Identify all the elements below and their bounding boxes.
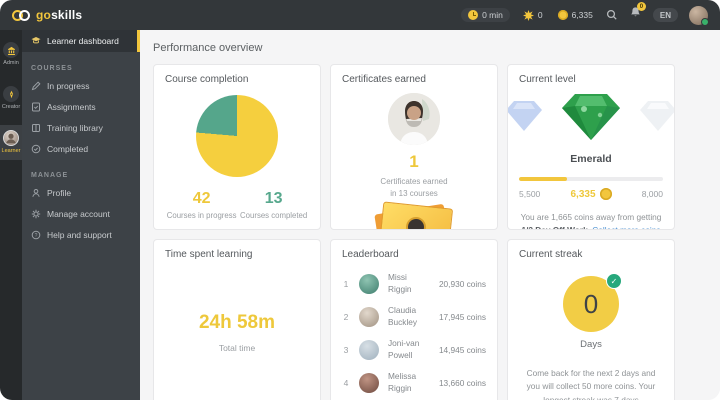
svg-text:?: ? [35,232,38,238]
level-current-coins: 6,335 [570,188,612,200]
daily-star-chip[interactable]: 0 [521,8,545,23]
graduation-cap-icon [31,37,41,44]
infinity-logo-icon [12,9,30,21]
coin-icon [599,188,612,200]
card-certificates-earned: Certificates earned 1 Certificates earne… [330,64,498,230]
card-current-level: Current level Emerald [507,64,675,230]
level-progress-labels: 5,500 6,335 8,000 [519,188,663,200]
sidebar-item-learner-dashboard[interactable]: Learner dashboard [22,30,140,52]
language-selector[interactable]: EN [652,8,678,22]
streak-days-label: Days [580,339,602,350]
level-name: Emerald [570,153,612,165]
leaderboard-row[interactable]: 3 Joni-van Powell 14,945 coins [343,337,486,360]
dashboard-grid: Course completion 42 Courses in progress… [153,64,720,400]
time-today-chip[interactable]: 0 min [461,8,510,22]
card-title: Current streak [519,249,583,260]
sidebar-item-training-library[interactable]: Training library [22,117,140,138]
sidebar-item-in-progress[interactable]: In progress [22,75,140,96]
collect-more-coins-link[interactable]: Collect more coins [592,224,661,230]
streak-check-icon: ✓ [606,273,622,289]
leaderboard-row[interactable]: 2 Claudia Buckley 17,945 coins [343,304,486,327]
certificates-content: 1 Certificates earned in 13 courses [342,85,486,200]
sidebar-item-completed[interactable]: Completed [22,138,140,159]
card-leaderboard: Leaderboard 1 Missi Riggin 20,930 coins … [330,239,498,400]
streak-days-count: 0 [583,288,599,319]
notifications-button[interactable]: 0 [629,2,646,24]
card-title: Certificates earned [342,74,426,85]
card-title: Course completion [165,74,249,85]
level-gems [508,89,674,148]
instructor-avatar [388,93,440,145]
leaderboard-row[interactable]: 1 Missi Riggin 20,930 coins [343,271,486,294]
leaderboard-rows: 1 Missi Riggin 20,930 coins 2 Claudia Bu… [342,267,486,399]
admin-icon [3,42,19,58]
learner-avatar-icon [3,130,19,146]
page-title: Performance overview [153,42,263,54]
rail-item-admin[interactable]: Admin [0,37,22,72]
sidebar-item-help-support[interactable]: ? Help and support [22,224,140,245]
check-circle-icon [31,144,41,153]
certificates-count: 1 [409,152,419,171]
card-time-spent: Time spent learning 24h 58m Total time [153,239,321,400]
streak-content: 0 ✓ Days Come back for the next 2 days a… [519,260,663,400]
gear-icon [31,209,41,218]
rail-item-learner[interactable]: Learner [0,125,22,160]
clipboard-check-icon [32,102,40,111]
card-course-completion: Course completion 42 Courses in progress… [153,64,321,230]
streak-message: Come back for the next 2 days and you wi… [526,368,656,400]
help-icon: ? [31,230,41,239]
stat-in-progress: 42 Courses in progress [166,190,237,220]
sidebar-item-assignments[interactable]: Assignments [22,96,140,117]
diamond-gem-icon [638,99,674,138]
notification-badge: 0 [636,2,646,11]
sidebar-item-manage-account[interactable]: Manage account [22,203,140,224]
level-progress-fill [519,177,568,181]
level-message: You are 1,665 coins away from getting 1/… [519,211,663,230]
coins-balance-chip[interactable]: 6,335 [556,8,595,22]
card-title: Current level [519,74,576,85]
sidebar: Learner dashboard COURSES In progress As… [22,30,140,400]
emerald-gem-icon [560,91,622,148]
creator-icon [3,86,19,102]
coin-icon [557,10,568,20]
sidebar-section-manage: MANAGE [31,172,69,179]
library-icon [32,123,40,132]
total-time-value: 24h 58m [198,312,276,333]
rail-item-creator[interactable]: Creator [0,81,22,116]
card-current-streak: Current streak 0 ✓ Days Come back for th… [507,239,675,400]
brand-text: goskills [36,8,83,22]
certificates-illustration [371,199,457,229]
leaderboard-avatar [359,273,379,294]
pencil-icon [31,80,41,90]
person-icon [32,188,40,197]
main-content: Performance overview Course completion 4… [140,30,720,400]
leaderboard-avatar [359,339,379,360]
clock-coin-icon [468,10,479,20]
goskills-logo[interactable]: goskills [12,8,82,22]
card-title: Time spent learning [165,249,253,260]
star-burst-icon [522,9,534,21]
leaderboard-avatar [359,372,379,393]
user-avatar[interactable] [689,5,709,26]
search-icon[interactable] [606,9,618,21]
sidebar-section-courses: COURSES [31,65,73,72]
total-time-label: Total time [218,343,256,353]
leaderboard-avatar [359,306,379,327]
course-completion-pie [196,95,278,177]
certificates-label: Certificates earned in 13 courses [380,177,448,198]
course-completion-stats: 42 Courses in progress 13 Courses comple… [165,190,309,220]
top-bar: goskills 0 min 0 6,335 0 EN [0,0,720,30]
streak-circle: 0 ✓ [563,273,622,332]
level-progress-track [519,177,663,181]
sidebar-item-profile[interactable]: Profile [22,182,140,203]
card-title: Leaderboard [342,249,399,260]
stat-completed: 13 Courses completed [240,190,308,220]
sapphire-gem-icon [508,99,544,138]
leaderboard-row[interactable]: 4 Melissa Riggin 13,660 coins [343,370,486,393]
role-rail: Admin Creator Learner [0,30,22,400]
topbar-actions: 0 min 0 6,335 0 EN [461,2,709,26]
